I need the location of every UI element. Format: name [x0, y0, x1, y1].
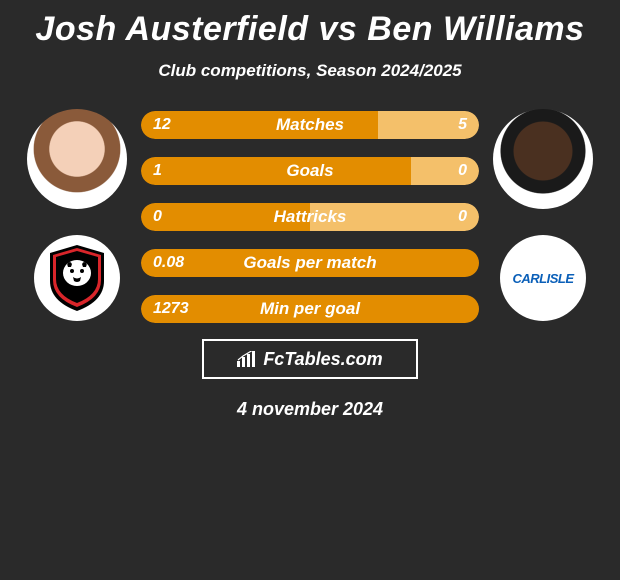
stat-value-left: 0.08 — [153, 254, 184, 272]
player-left-avatar — [27, 109, 127, 209]
comparison-card: Josh Austerfield vs Ben Williams Club co… — [0, 0, 620, 420]
stat-row: 0 0 Hattricks — [141, 203, 479, 231]
stat-value-left: 12 — [153, 116, 171, 134]
stat-value-right: 0 — [458, 208, 467, 226]
player-right-club-badge: CARLISLE — [500, 235, 586, 321]
stat-value-left: 1273 — [153, 300, 189, 318]
stat-row: 12 5 Matches — [141, 111, 479, 139]
left-player-column — [27, 109, 127, 321]
date-text: 4 november 2024 — [0, 399, 620, 420]
branding-text: FcTables.com — [263, 349, 382, 370]
subtitle: Club competitions, Season 2024/2025 — [0, 61, 620, 81]
stat-value-left: 1 — [153, 162, 162, 180]
stat-row: 1273 Min per goal — [141, 295, 479, 323]
stats-bars: 12 5 Matches 1 0 Goals 0 0 Hattricks 0.08 Goals pe… — [141, 109, 479, 323]
stat-value-left: 0 — [153, 208, 162, 226]
bar-right — [411, 157, 479, 185]
bar-left — [141, 157, 411, 185]
stat-value-right: 0 — [458, 162, 467, 180]
stat-label: Goals per match — [243, 253, 376, 273]
right-player-column: CARLISLE — [493, 109, 593, 321]
stat-value-right: 5 — [458, 116, 467, 134]
main-content: 12 5 Matches 1 0 Goals 0 0 Hattricks 0.08 Goals pe… — [0, 109, 620, 323]
branding-box: FcTables.com — [202, 339, 418, 379]
stat-label: Hattricks — [274, 207, 347, 227]
stat-label: Goals — [286, 161, 333, 181]
stat-label: Matches — [276, 115, 344, 135]
stat-label: Min per goal — [260, 299, 360, 319]
player-left-club-badge — [34, 235, 120, 321]
stat-row: 1 0 Goals — [141, 157, 479, 185]
page-title: Josh Austerfield vs Ben Williams — [0, 8, 620, 51]
stat-row: 0.08 Goals per match — [141, 249, 479, 277]
player-right-avatar — [493, 109, 593, 209]
salford-shield-icon — [46, 243, 108, 313]
carlisle-logo-icon: CARLISLE — [513, 271, 574, 286]
bar-chart-icon — [237, 351, 257, 367]
